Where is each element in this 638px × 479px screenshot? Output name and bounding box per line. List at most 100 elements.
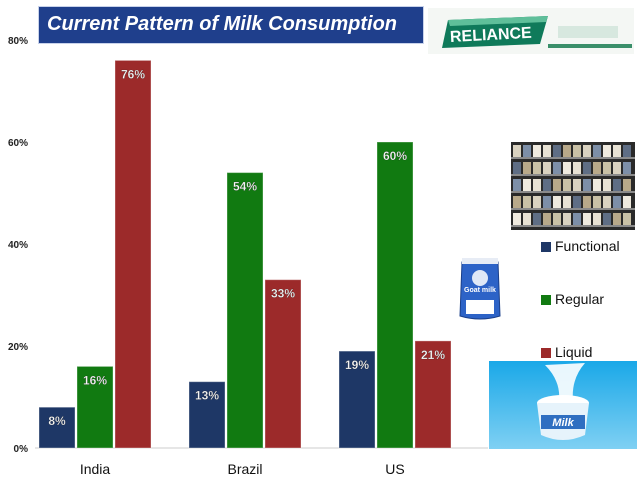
- data-label: 8%: [48, 414, 66, 428]
- y-tick-label: 40%: [8, 240, 28, 251]
- shelf-product: [573, 196, 581, 208]
- legend-label-functional: Functional: [555, 238, 620, 254]
- shelf-product: [623, 162, 631, 174]
- data-label: 19%: [345, 358, 369, 372]
- shelf-product: [613, 162, 621, 174]
- shelf-product: [513, 145, 521, 157]
- shelf-product: [573, 162, 581, 174]
- shelf-product: [563, 196, 571, 208]
- bar-regular-brazil: [226, 172, 264, 449]
- x-tick-label: Brazil: [227, 461, 262, 477]
- shelf-product: [533, 179, 541, 191]
- shelf-product: [623, 196, 631, 208]
- y-tick-label: 80%: [8, 36, 28, 47]
- y-tick-label: 0%: [14, 444, 29, 455]
- x-tick-label: India: [80, 461, 111, 477]
- shelf-product: [603, 145, 611, 157]
- shelf-product: [543, 213, 551, 225]
- shelf-product: [553, 196, 561, 208]
- shelf-product: [553, 145, 561, 157]
- shelf-product: [533, 196, 541, 208]
- legend-swatch-functional: [541, 242, 551, 252]
- shelf-product: [553, 179, 561, 191]
- shelf-product: [533, 213, 541, 225]
- shelf-product: [603, 196, 611, 208]
- shelf-product: [573, 179, 581, 191]
- data-label: 16%: [83, 373, 107, 387]
- legend-item-functional: Functional: [541, 238, 620, 254]
- milk-splash-image: Milk: [489, 361, 637, 449]
- shelf-product: [583, 196, 591, 208]
- legend-swatch-liquid: [541, 348, 551, 358]
- svg-text:Milk: Milk: [552, 417, 574, 429]
- shelf-product: [623, 145, 631, 157]
- svg-text:RELIANCE: RELIANCE: [450, 25, 533, 46]
- bar-liquid-us: [414, 340, 452, 449]
- shelf-product: [513, 213, 521, 225]
- y-tick-label: 20%: [8, 342, 28, 353]
- legend-swatch-regular: [541, 295, 551, 305]
- shelf-product: [563, 179, 571, 191]
- legend-item-regular: Regular: [541, 291, 604, 307]
- x-tick-label: US: [385, 461, 404, 477]
- shelf-product: [513, 196, 521, 208]
- shelf-edge: [511, 191, 635, 193]
- bar-liquid-india: [114, 59, 152, 449]
- shelf-product: [593, 145, 601, 157]
- svg-text:Goat milk: Goat milk: [464, 287, 496, 294]
- shelf-product: [593, 162, 601, 174]
- data-label: 76%: [121, 67, 145, 81]
- y-tick-label: 60%: [8, 138, 28, 149]
- shelf-product: [533, 162, 541, 174]
- shelf-product: [543, 162, 551, 174]
- data-label: 13%: [195, 389, 219, 403]
- shelf-product: [603, 179, 611, 191]
- shelf-product: [553, 213, 561, 225]
- shelf-product: [603, 162, 611, 174]
- shelf-product: [533, 145, 541, 157]
- shelf-product: [513, 179, 521, 191]
- shelf-product: [573, 213, 581, 225]
- shelf-product: [553, 162, 561, 174]
- shelf-product: [523, 213, 531, 225]
- bar-functional-us: [338, 350, 376, 449]
- shelf-product: [613, 179, 621, 191]
- goat-milk-pack-icon: Goat milk: [459, 258, 501, 320]
- shelf-product: [613, 196, 621, 208]
- shelf-product: [593, 179, 601, 191]
- shelf-product: [543, 196, 551, 208]
- shelf-edge: [511, 225, 635, 227]
- shelf-product: [523, 145, 531, 157]
- legend-label-liquid: Liquid: [555, 344, 593, 360]
- shelf-product: [583, 213, 591, 225]
- shelf-product: [593, 196, 601, 208]
- legend-label-regular: Regular: [555, 291, 605, 307]
- shelf-product: [593, 213, 601, 225]
- bar-functional-brazil: [188, 381, 226, 449]
- shelf-product: [583, 145, 591, 157]
- shelf-product: [523, 162, 531, 174]
- shelf-product: [623, 213, 631, 225]
- shelf-product: [563, 213, 571, 225]
- chart-title-box: Current Pattern of Milk Consumption: [38, 6, 424, 44]
- shelf-product: [563, 162, 571, 174]
- bar-functional-india: [38, 406, 76, 449]
- shelf-product: [623, 179, 631, 191]
- data-label: 21%: [421, 348, 445, 362]
- shelf-product: [513, 162, 521, 174]
- reliance-logo-icon: RELIANCE: [428, 8, 634, 54]
- shelf-product: [583, 179, 591, 191]
- data-label: 60%: [383, 149, 407, 163]
- data-label: 33%: [271, 287, 295, 301]
- shelf-product: [523, 179, 531, 191]
- bar-regular-us: [376, 141, 414, 449]
- shelf-product: [613, 213, 621, 225]
- shelf-edge: [511, 157, 635, 159]
- chart-title: Current Pattern of Milk Consumption: [47, 13, 397, 35]
- shelf-product: [583, 162, 591, 174]
- bar-liquid-brazil: [264, 279, 302, 449]
- shelf-product: [543, 179, 551, 191]
- shelf-edge: [511, 208, 635, 210]
- store-shelves-image: [511, 142, 635, 230]
- shelf-product: [613, 145, 621, 157]
